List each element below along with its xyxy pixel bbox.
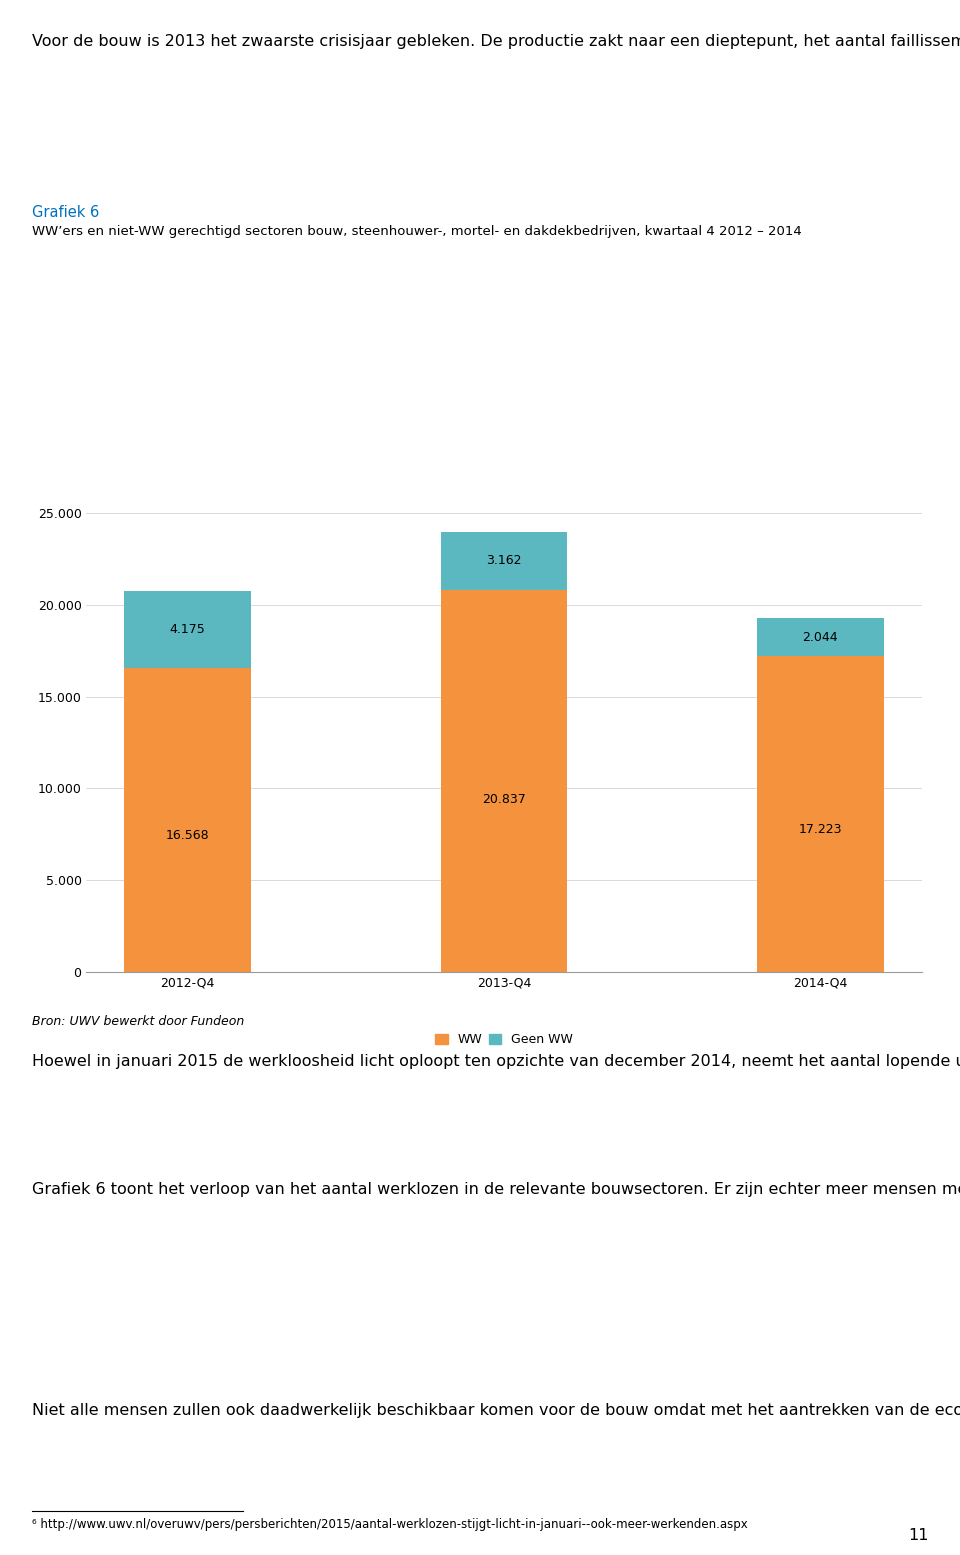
Bar <box>441 532 567 589</box>
Text: Hoewel in januari 2015 de werkloosheid licht oploopt ten opzichte van december 2: Hoewel in januari 2015 de werkloosheid l… <box>32 1054 960 1070</box>
Bar <box>757 619 883 656</box>
Bar <box>125 591 251 667</box>
Text: Niet alle mensen zullen ook daadwerkelijk beschikbaar komen voor de bouw omdat m: Niet alle mensen zullen ook daadwerkelij… <box>32 1403 960 1418</box>
Text: 20.837: 20.837 <box>482 793 526 807</box>
Text: 16.568: 16.568 <box>166 829 209 841</box>
Legend: WW, Geen WW: WW, Geen WW <box>435 1033 573 1047</box>
Text: ⁶ http://www.uwv.nl/overuwv/pers/persberichten/2015/aantal-werklozen-stijgt-lich: ⁶ http://www.uwv.nl/overuwv/pers/persber… <box>32 1518 748 1530</box>
Text: Grafiek 6 toont het verloop van het aantal werklozen in de relevante bouwsectore: Grafiek 6 toont het verloop van het aant… <box>32 1182 960 1197</box>
Text: 4.175: 4.175 <box>170 624 205 636</box>
Text: WW’ers en niet-WW gerechtigd sectoren bouw, steenhouwer-, mortel- en dakdekbedri: WW’ers en niet-WW gerechtigd sectoren bo… <box>32 225 802 238</box>
Text: 11: 11 <box>908 1527 928 1543</box>
Text: 2.044: 2.044 <box>803 631 838 644</box>
Text: Bron: UWV bewerkt door Fundeon: Bron: UWV bewerkt door Fundeon <box>32 1015 244 1028</box>
Bar <box>757 656 883 972</box>
Bar <box>441 589 567 972</box>
Text: Voor de bouw is 2013 het zwaarste crisisjaar gebleken. De productie zakt naar ee: Voor de bouw is 2013 het zwaarste crisis… <box>32 34 960 50</box>
Text: Grafiek 6: Grafiek 6 <box>32 205 99 221</box>
Bar <box>125 667 251 972</box>
Text: 17.223: 17.223 <box>799 823 842 837</box>
Text: 3.162: 3.162 <box>487 554 521 568</box>
